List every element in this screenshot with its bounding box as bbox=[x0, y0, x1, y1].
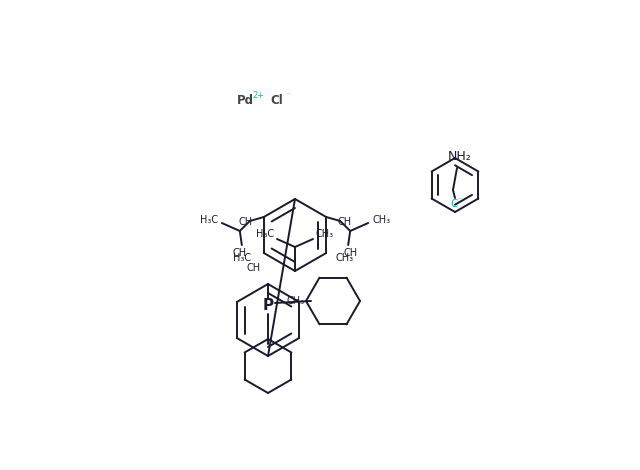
Text: H₃C: H₃C bbox=[200, 215, 218, 225]
Text: 2+: 2+ bbox=[252, 91, 264, 100]
Text: CH: CH bbox=[343, 248, 357, 258]
Text: CH₃: CH₃ bbox=[372, 215, 390, 225]
Text: H₃C: H₃C bbox=[233, 253, 251, 263]
Text: H₃C: H₃C bbox=[256, 229, 274, 239]
Text: CH₃: CH₃ bbox=[287, 296, 305, 306]
Text: ⁻: ⁻ bbox=[458, 196, 462, 204]
Text: ⁻: ⁻ bbox=[286, 91, 290, 100]
Text: CH: CH bbox=[247, 263, 261, 273]
Text: NH₂: NH₂ bbox=[448, 150, 472, 164]
Text: C: C bbox=[451, 199, 458, 209]
Text: Pd: Pd bbox=[237, 94, 253, 107]
Text: P: P bbox=[262, 298, 273, 313]
Text: Cl: Cl bbox=[271, 94, 284, 107]
Text: CH: CH bbox=[233, 248, 247, 258]
Text: CH₃: CH₃ bbox=[335, 253, 353, 263]
Text: CH: CH bbox=[239, 217, 253, 227]
Text: CH: CH bbox=[337, 217, 351, 227]
Text: CH₃: CH₃ bbox=[316, 229, 334, 239]
